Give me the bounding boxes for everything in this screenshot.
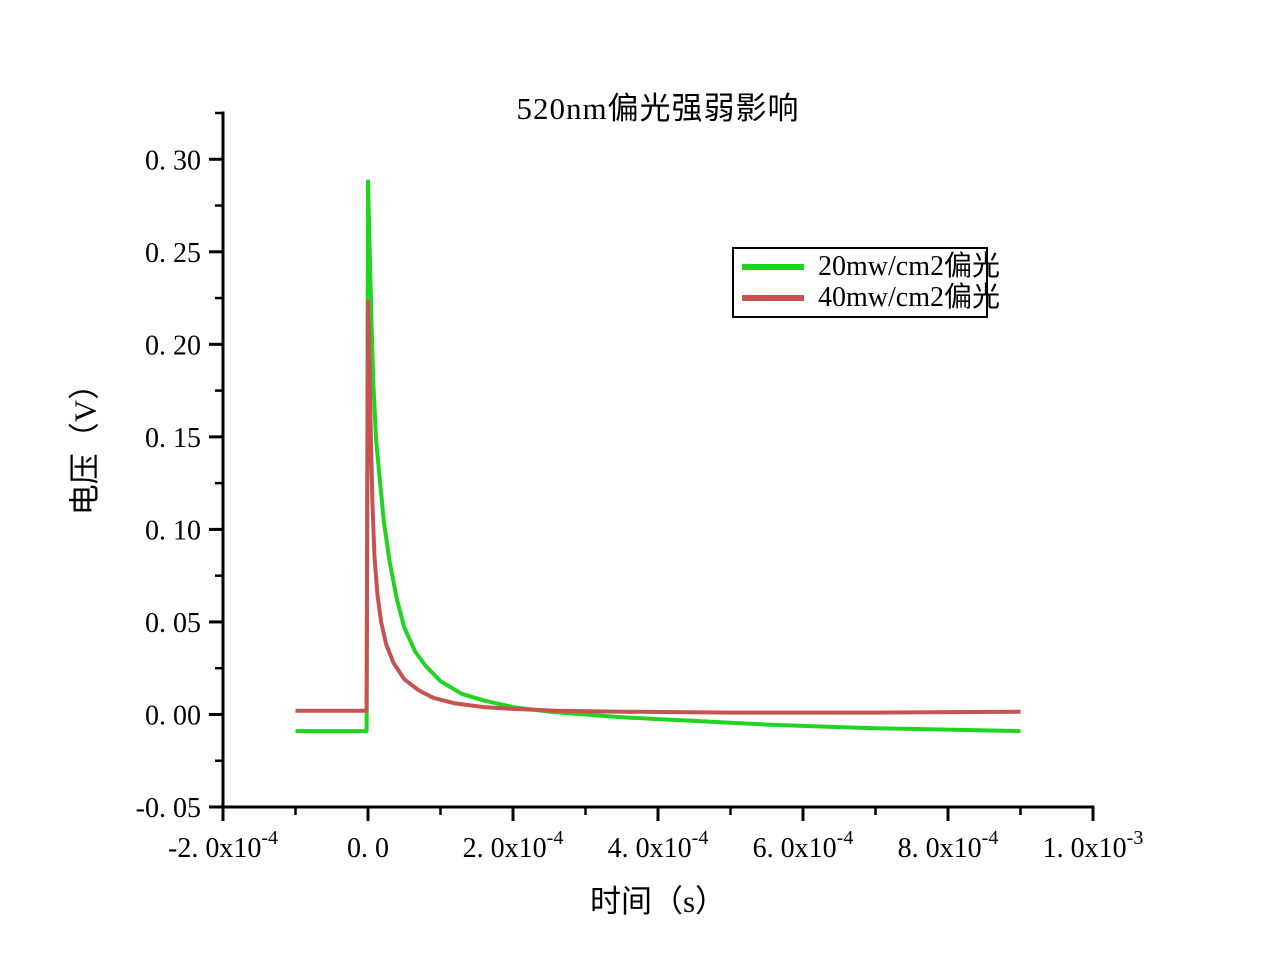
y-tick-label: 0. 15 <box>145 423 201 454</box>
x-tick-label: 2. 0x10-4 <box>463 827 564 864</box>
y-tick-label: 0. 05 <box>145 608 201 639</box>
y-tick-label: 0. 00 <box>145 700 201 731</box>
x-tick-label: 0. 0 <box>347 833 389 864</box>
y-tick-labels: -0. 05 0. 00 0. 05 0. 10 0. 15 0. 20 0. 25 0. 3… <box>136 145 201 824</box>
legend-item: 20mw/cm2偏光 <box>740 251 1000 282</box>
chart-title: 520nm偏光强弱影响 <box>516 91 800 126</box>
legend-label: 40mw/cm2偏光 <box>818 282 1000 314</box>
y-tick-label: 0. 10 <box>145 515 201 546</box>
x-tick-label: 8. 0x10-4 <box>898 827 999 864</box>
legend-line-swatch-20mw <box>742 263 804 270</box>
legend-box: 20mw/cm2偏光 40mw/cm2偏光 <box>732 247 1000 318</box>
legend-line-swatch-40mw <box>742 295 804 302</box>
y-axis-ticks <box>209 111 223 809</box>
x-tick-label: 4. 0x10-4 <box>608 827 709 864</box>
legend-item: 40mw/cm2偏光 <box>740 283 1000 314</box>
y-tick-label: 0. 25 <box>145 238 201 269</box>
series-line-20mw <box>295 179 1021 734</box>
y-axis-title: 电压（V） <box>67 368 103 516</box>
x-tick-label: -2. 0x10-4 <box>168 827 278 864</box>
y-tick-label: 0. 20 <box>145 330 201 361</box>
y-tick-label: -0. 05 <box>136 793 201 824</box>
x-axis-ticks <box>221 807 1095 821</box>
x-tick-labels: -2. 0x10-4 0. 0 2. 0x10-4 4. 0x10-4 6. 0x10-… <box>168 827 1143 864</box>
legend-label: 20mw/cm2偏光 <box>818 250 1000 282</box>
x-axis-title: 时间（s） <box>589 884 727 919</box>
x-tick-label: 1. 0x10-3 <box>1043 827 1144 864</box>
y-tick-label: 0. 30 <box>145 145 201 176</box>
series-line-40mw <box>295 299 1021 715</box>
x-tick-label: 6. 0x10-4 <box>753 827 854 864</box>
